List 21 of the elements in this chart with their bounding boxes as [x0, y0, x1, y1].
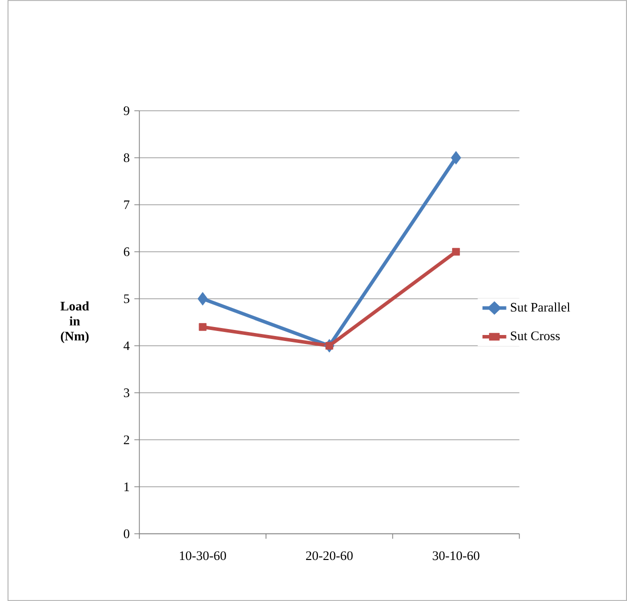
y-tick-label: 8: [124, 153, 130, 162]
y-tick-label: 2: [124, 435, 130, 444]
point: [452, 248, 460, 256]
point: [325, 342, 334, 350]
y-tick-label: 9: [124, 106, 130, 116]
y-tick-label: 7: [124, 200, 130, 210]
point: [198, 292, 208, 306]
x-tick-label: 10-30-60: [180, 551, 226, 560]
y-tick-label: 4: [124, 341, 130, 350]
x-tick-label: 20-20-60: [306, 551, 353, 560]
legend-label: Sut Parallel: [510, 302, 570, 312]
y-tick-label: 6: [124, 247, 130, 256]
y-tick-label: 1: [124, 482, 130, 492]
y-tick-label: 0: [124, 529, 130, 538]
point: [198, 323, 207, 331]
y-tick-label: 5: [124, 294, 130, 304]
legend-label: Sut Cross: [510, 331, 560, 340]
y-tick-label: 3: [124, 388, 130, 398]
point: [450, 151, 462, 165]
y-axis-title: Load in (Nm): [60, 301, 90, 344]
x-tick-label: 30-10-60: [432, 551, 480, 560]
